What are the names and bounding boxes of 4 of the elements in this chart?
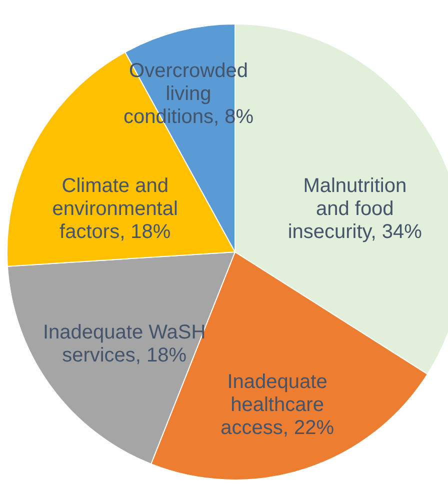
slice-label: Climate and environmental factors, 18% (52, 175, 178, 244)
slice-label: Malnutrition and food insecurity, 34% (288, 175, 422, 244)
slice-label: Inadequate WaSH services, 18% (42, 321, 206, 366)
slice-label: Inadequate healthcare access, 22% (220, 371, 334, 440)
